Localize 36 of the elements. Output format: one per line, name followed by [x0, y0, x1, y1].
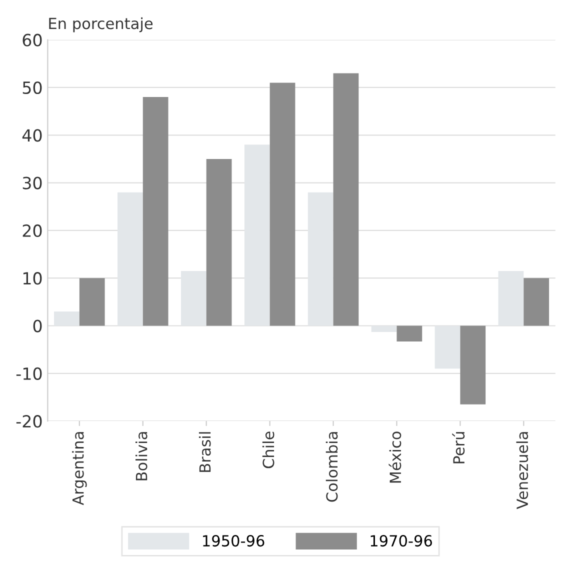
- bar: [142, 97, 168, 326]
- bar: [54, 311, 80, 326]
- y-axis-title: En porcentaje: [49, 17, 153, 32]
- bar: [371, 326, 397, 332]
- y-tick-label: -20: [16, 415, 42, 428]
- x-tick-label: Bolivia: [135, 432, 148, 480]
- x-tick-label: México: [388, 432, 402, 483]
- y-tick-label: -10: [16, 367, 42, 380]
- x-tick-label: Colombia: [326, 432, 338, 502]
- y-tick-label: 20: [22, 224, 42, 238]
- y-tick-label: 30: [22, 176, 42, 190]
- bar: [270, 82, 296, 326]
- y-tick-label: 60: [22, 34, 42, 46]
- bar: [498, 270, 524, 326]
- y-tick-label: 50: [22, 81, 42, 94]
- bar: [460, 326, 486, 404]
- y-tick-label: 10: [23, 272, 42, 285]
- bar: [117, 192, 143, 326]
- x-tick-label: Venezuela: [516, 432, 528, 510]
- bar: [244, 144, 270, 326]
- bar: [180, 270, 206, 326]
- bar: [524, 278, 550, 326]
- x-tick-label: Argentina: [72, 432, 87, 506]
- y-tick-label: 0: [33, 320, 42, 332]
- bar: [206, 158, 232, 326]
- bar: [396, 326, 422, 342]
- x-tick-label: Perú: [452, 432, 465, 464]
- x-tick-label: Brasil: [198, 432, 211, 472]
- y-tick-label: 40: [22, 129, 42, 142]
- legend-label: 1970-96: [370, 535, 432, 547]
- x-tick-label: Chile: [262, 432, 274, 468]
- bar: [308, 192, 334, 326]
- bar: [333, 73, 359, 326]
- legend-label: 1950-96: [203, 535, 264, 547]
- bar: [79, 278, 105, 326]
- bar: [434, 326, 460, 369]
